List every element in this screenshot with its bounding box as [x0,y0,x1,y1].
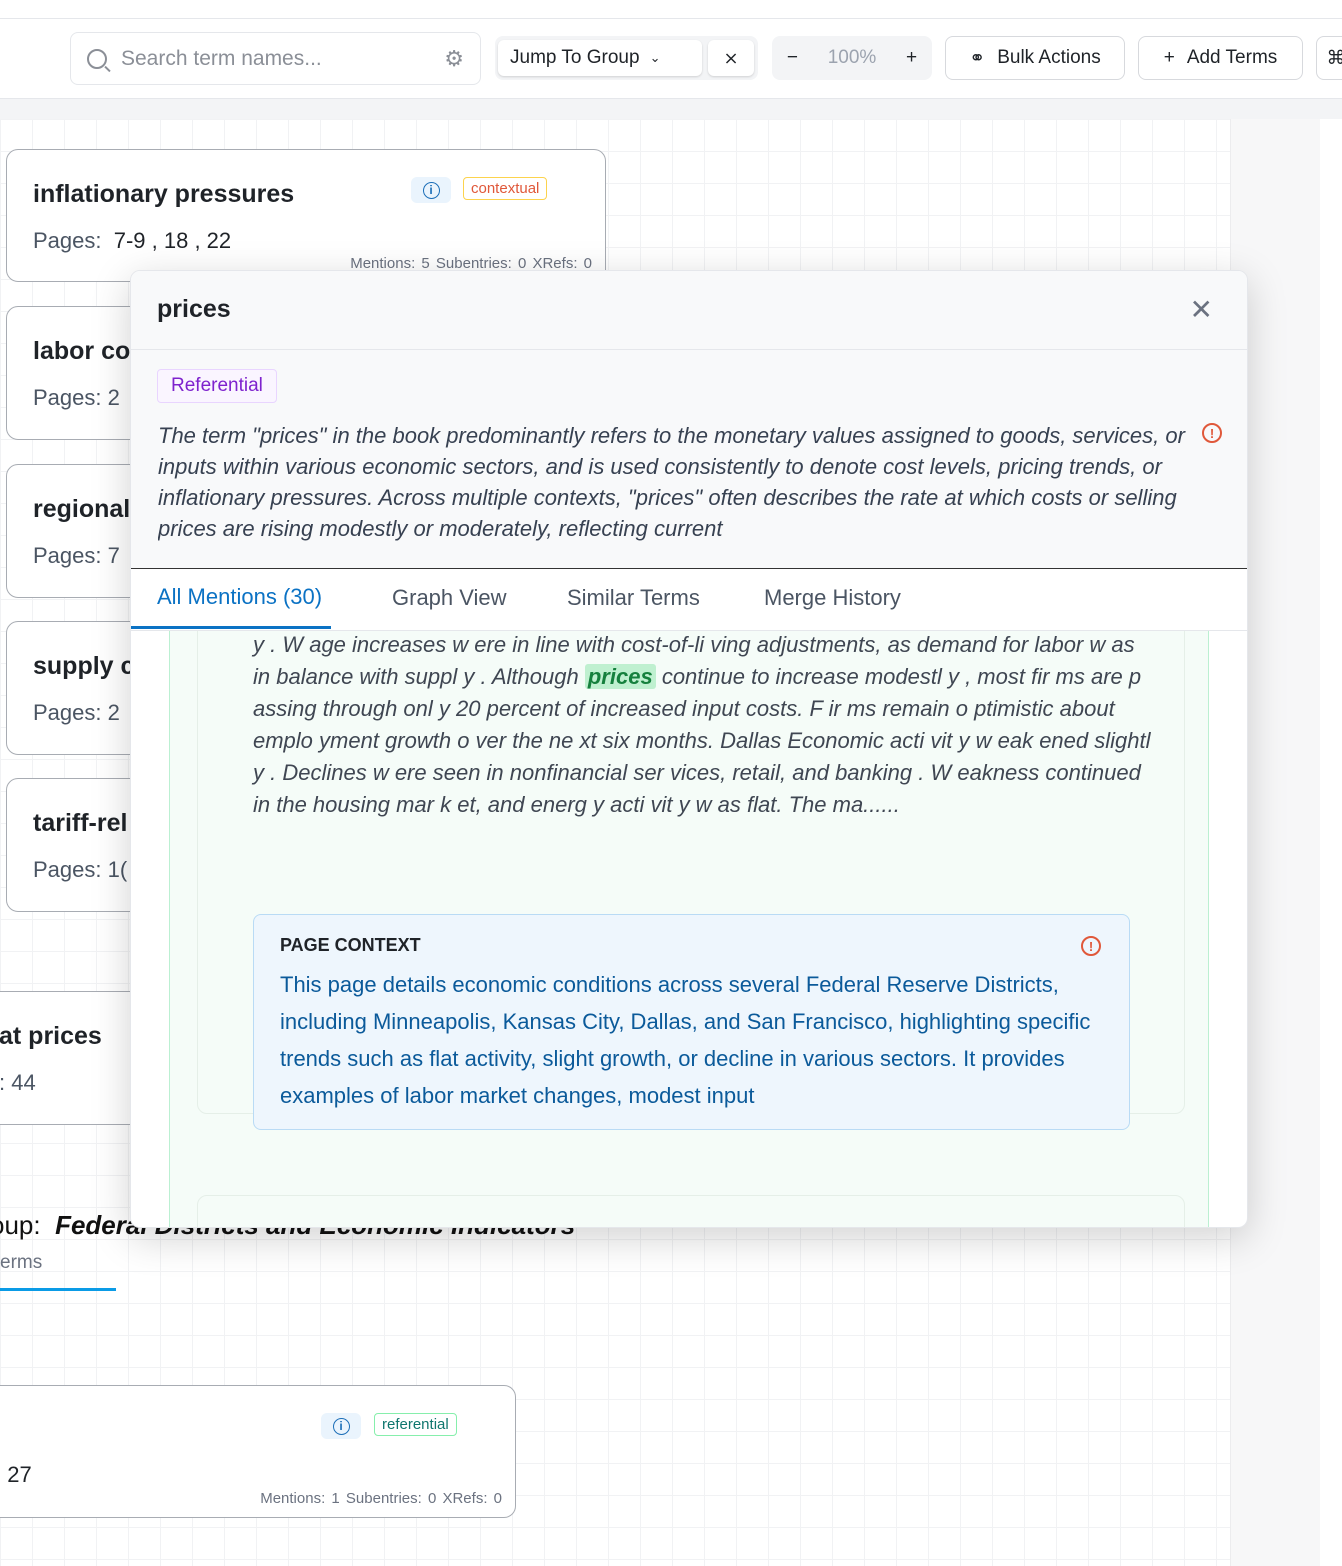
search-icon [87,48,107,69]
plus-icon: + [1163,47,1175,68]
more-button[interactable]: ⌘ [1316,36,1342,80]
term-pages: : 44 [0,1070,36,1095]
page-context-text: This page details economic conditions ac… [280,972,1091,1108]
tab-similar-terms[interactable]: Similar Terms [567,585,700,610]
term-pages: Pages: 2 [33,700,120,725]
bulk-icon: ⚭ [969,47,986,69]
top-strip [0,0,1342,19]
term-title: regional [33,495,131,523]
mention-card [197,1195,1185,1227]
type-badge: contextual [463,177,548,200]
mention-group: nal Tools, agricultural conditions remai… [169,631,1209,1227]
term-card[interactable]: inflationary pressures i contextual Page… [6,149,606,282]
term-pages: : 27 [0,1462,32,1487]
term-title: tariff-rel [33,809,128,837]
modal-header: prices ✕ [131,271,1247,350]
modal-tabs: All Mentions (30) Graph View Similar Ter… [131,569,1247,631]
collapse-icon[interactable]: ⨯ [708,40,754,76]
chevron-down-icon: ⌄ [649,50,661,65]
mentions-list[interactable]: nal Tools, agricultural conditions remai… [131,631,1247,1227]
bulk-actions-button[interactable]: ⚭ Bulk Actions [945,36,1125,80]
term-title: at prices [0,1022,102,1050]
search-placeholder: Search term names... [121,46,322,70]
term-card[interactable]: i referential : 27 Mentions: 1 Subentrie… [0,1385,516,1518]
tab-merge-history[interactable]: Merge History [764,585,901,610]
group-tab-terms[interactable]: erms [0,1252,43,1273]
term-title: labor co [33,337,131,365]
term-description: The term "prices" in the book predominan… [158,423,1185,541]
term-detail-modal: prices ✕ Referential The term "prices" i… [130,270,1248,1228]
modal-title: prices [157,295,231,323]
close-icon[interactable]: ✕ [1189,294,1213,325]
zoom-control: − 100% + [772,36,932,80]
zoom-in-button[interactable]: + [906,47,918,68]
toolbar: Search term names... ⚙ Jump To Group ⌄ ⨯ … [0,19,1342,99]
toolbar-divider [0,99,1342,119]
page-context-label: PAGE CONTEXT [280,935,421,955]
term-title: inflationary pressures [33,180,295,208]
zoom-out-button[interactable]: − [786,47,798,68]
tab-all-mentions[interactable]: All Mentions (30) [157,584,323,609]
jump-to-group: Jump To Group ⌄ ⨯ [495,36,758,80]
add-terms-label: Add Terms [1186,47,1278,68]
type-badge: Referential [157,369,277,403]
highlighted-term: prices [584,664,656,689]
group-tab-indicator [0,1288,116,1291]
active-tab-indicator [131,626,331,629]
term-meta: Mentions: 5 Subentries: 0 XRefs: 0 [350,255,592,272]
zoom-level: 100% [827,47,877,68]
term-meta: Mentions: 1 Subentries: 0 XRefs: 0 [260,1490,502,1507]
tab-graph-view[interactable]: Graph View [392,585,507,610]
term-pages: Pages: 7 [33,543,120,568]
search-input[interactable]: Search term names... ⚙ [70,32,481,85]
report-issue-icon[interactable]: ! [1081,936,1101,956]
add-terms-button[interactable]: + Add Terms [1138,36,1303,80]
mention-excerpt: nal Tools, agricultural conditions remai… [253,632,1151,817]
term-pages: Pages: 2 [33,385,120,410]
jump-to-group-select[interactable]: Jump To Group ⌄ [498,40,702,76]
page-context: PAGE CONTEXT ! This page details economi… [253,914,1130,1130]
term-pages: Pages: 1( [33,857,128,882]
info-icon[interactable]: i [321,1413,361,1439]
jump-label: Jump To Group [510,47,640,68]
bulk-actions-label: Bulk Actions [997,47,1101,68]
modal-summary: Referential The term "prices" in the boo… [131,350,1247,569]
info-icon[interactable]: i [411,177,451,203]
term-pages: Pages: 7-9 , 18 , 22 [33,228,232,253]
gear-icon[interactable]: ⚙ [444,45,464,71]
report-issue-icon[interactable]: ! [1202,423,1222,443]
type-badge: referential [374,1413,457,1436]
term-title: supply c [33,652,135,680]
